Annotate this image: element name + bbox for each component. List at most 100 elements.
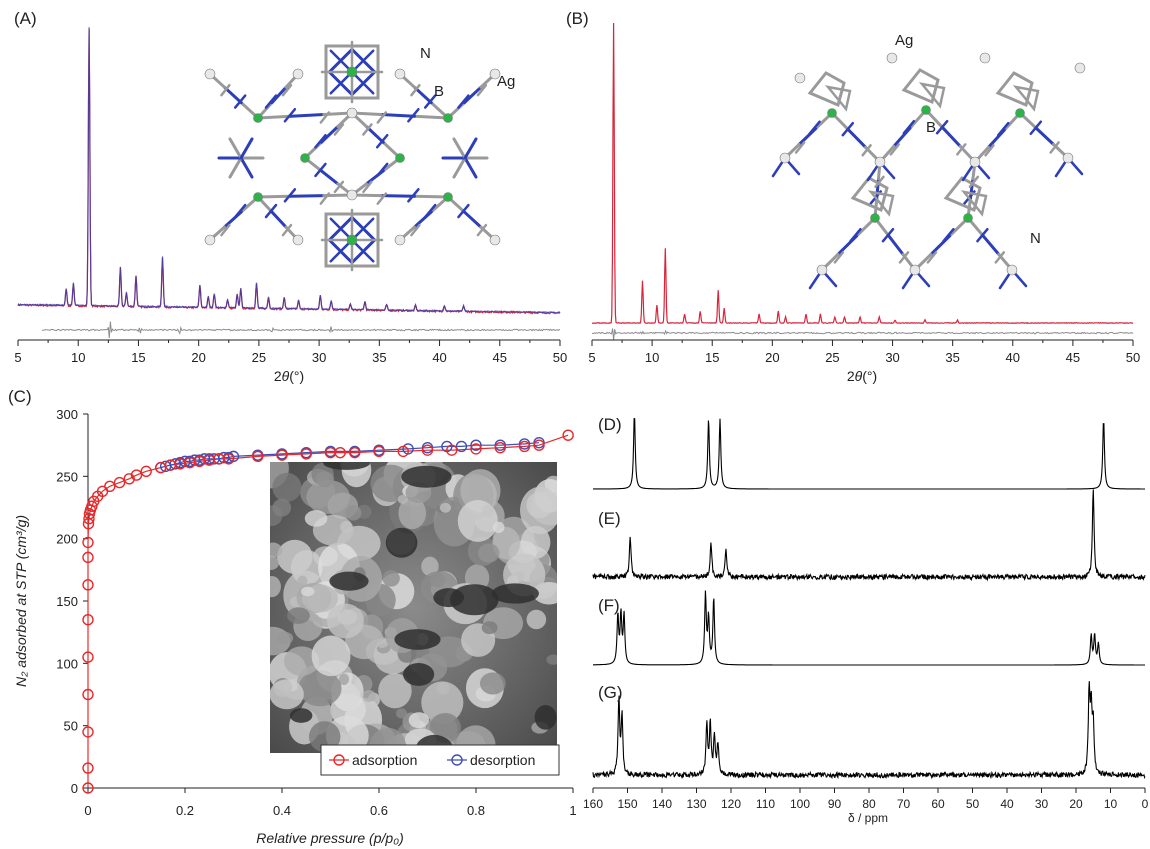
chain-ring-3 <box>850 176 889 213</box>
nmr-x-tick-label-10: 60 <box>931 797 945 811</box>
framework-bond-6e <box>333 123 345 136</box>
adsorption-point-41 <box>494 441 506 454</box>
chain-ring-b-1 <box>918 82 946 109</box>
sem-particle-113 <box>382 570 400 587</box>
framework-side-spoke-1-1 <box>463 156 478 179</box>
chain-silver-top-2 <box>979 52 991 64</box>
framework-silver-atom-7 <box>292 234 304 246</box>
sem-particle-34 <box>546 654 557 665</box>
framework-bond-4d <box>457 94 470 109</box>
framework-bond-6e <box>874 175 885 189</box>
framework-bond-5b <box>1035 127 1056 146</box>
panel-b-observed-pattern <box>592 22 1134 325</box>
panel-a-x-tick-label-0: 5 <box>14 350 21 365</box>
sem-particle-145 <box>270 555 280 571</box>
sem-pore-10 <box>401 465 452 488</box>
framework-bond-15a <box>412 194 450 199</box>
chain-silver-atom-0 <box>779 152 791 164</box>
panel-a-observed-pattern <box>17 28 561 315</box>
panel-b-x-tick-label-7: 40 <box>1006 350 1020 365</box>
nmr-x-tick-label-2: 140 <box>652 797 672 811</box>
framework-bond-7d <box>314 162 327 178</box>
framework-side-spoke-0-1 <box>239 156 254 179</box>
framework-bond-8d <box>375 134 389 149</box>
adsorption-point-29 <box>222 453 235 465</box>
framework-boron-atom-5 <box>443 192 453 202</box>
panel-b-x-tick-label-6: 35 <box>945 350 959 365</box>
panel-a-x-tick-label-8: 45 <box>493 350 507 365</box>
framework-bond-4e <box>984 144 995 157</box>
framework-boron-atom-2 <box>300 153 310 163</box>
framework-bond-11d <box>264 203 278 219</box>
framework-bond-9d <box>375 162 389 178</box>
sem-pore-5 <box>394 629 441 650</box>
framework-bond-8e <box>362 123 373 136</box>
framework-bond-11b <box>270 210 288 229</box>
framework-bond-7b <box>319 169 340 186</box>
nmr-x-tick-label-7: 90 <box>828 797 842 811</box>
adsorption-point-6 <box>82 579 94 591</box>
framework-bond-14e <box>476 223 488 237</box>
framework-bond-0e <box>220 83 231 97</box>
nmr-x-tick-label-16: 0 <box>1142 797 1149 811</box>
framework-bond-2d <box>283 108 297 123</box>
framework-bond-15d <box>407 188 420 203</box>
framework-silver-atom-0 <box>204 68 216 80</box>
panel-c-y-tick-label-5: 250 <box>56 469 78 484</box>
framework-bond-7e <box>833 251 845 264</box>
sem-particle-151 <box>345 505 362 521</box>
sem-pore-7 <box>491 583 539 604</box>
panel-a-label-b: B <box>434 83 444 100</box>
chain-silver-top-0 <box>886 52 898 64</box>
nmr-x-axis-title: δ / ppm <box>848 811 888 825</box>
sem-pore-4 <box>329 571 369 591</box>
chain-silver-atom-5 <box>909 264 921 276</box>
panel-c-x-tick-label-5: 1 <box>569 803 576 818</box>
nmr-trace-3 <box>592 681 1146 780</box>
adsorption-point-18 <box>113 476 126 489</box>
framework-bond-12e <box>319 192 331 205</box>
legend-adsorption-label: adsorption <box>352 752 417 768</box>
sem-particle-86 <box>378 673 412 709</box>
nmr-x-tick-label-9: 70 <box>897 797 911 811</box>
framework-bond-13e <box>410 223 421 237</box>
sem-particle-127 <box>457 500 498 542</box>
chain-ring-2 <box>995 71 1034 108</box>
framework-bond-4e <box>476 83 488 97</box>
panel-c-label: (C) <box>8 387 32 406</box>
chain-ring-4 <box>943 176 982 213</box>
adsorption-point-42 <box>518 440 531 453</box>
panel-b-x-tick-label-3: 20 <box>765 350 779 365</box>
panel-a-x-tick-label-7: 40 <box>432 350 446 365</box>
framework-silver-atom-1 <box>292 68 304 80</box>
framework-boron-atom-cage-1 <box>346 234 358 246</box>
sem-particle-50 <box>272 472 302 502</box>
adsorption-point-32 <box>300 448 312 460</box>
sem-particle-149 <box>492 521 505 533</box>
sem-particle-88 <box>272 498 292 517</box>
framework-bond-8e <box>898 251 910 264</box>
panel-b-x-tick-label-5: 30 <box>885 350 899 365</box>
panel-a-xrd-chart: (A) 5 10 15 20 25 30 35 40 45 50 2θ(°) N B Ag <box>14 9 567 384</box>
nmr-x-tick-label-8: 80 <box>862 797 876 811</box>
framework-boron-atom-4 <box>253 192 263 202</box>
chain-boron-atom-2 <box>1015 108 1025 118</box>
adsorption-point-5 <box>82 614 94 626</box>
panel-g-label: (G) <box>598 683 623 702</box>
panel-a-x-tick-label-3: 20 <box>191 350 205 365</box>
framework-boron-atom-3 <box>395 153 405 163</box>
nmr-x-tick-label-11: 50 <box>966 797 980 811</box>
panel-b-x-tick-label-8: 45 <box>1066 350 1080 365</box>
nmr-trace-2 <box>593 590 1145 666</box>
sem-particle-114 <box>300 586 315 597</box>
framework-bond-12d <box>283 188 297 203</box>
framework-bond-0d <box>233 94 247 109</box>
framework-bond-5b <box>379 113 416 118</box>
sem-particle-147 <box>408 712 429 729</box>
sem-particle-140 <box>397 494 409 504</box>
sem-particle-124 <box>338 673 350 686</box>
adsorption-point-31 <box>276 449 288 461</box>
nmr-trace-1 <box>592 489 1146 582</box>
nmr-x-tick-label-0: 160 <box>583 797 603 811</box>
panel-a-x-ticks: 5 10 15 20 25 30 35 40 45 50 <box>14 340 567 365</box>
